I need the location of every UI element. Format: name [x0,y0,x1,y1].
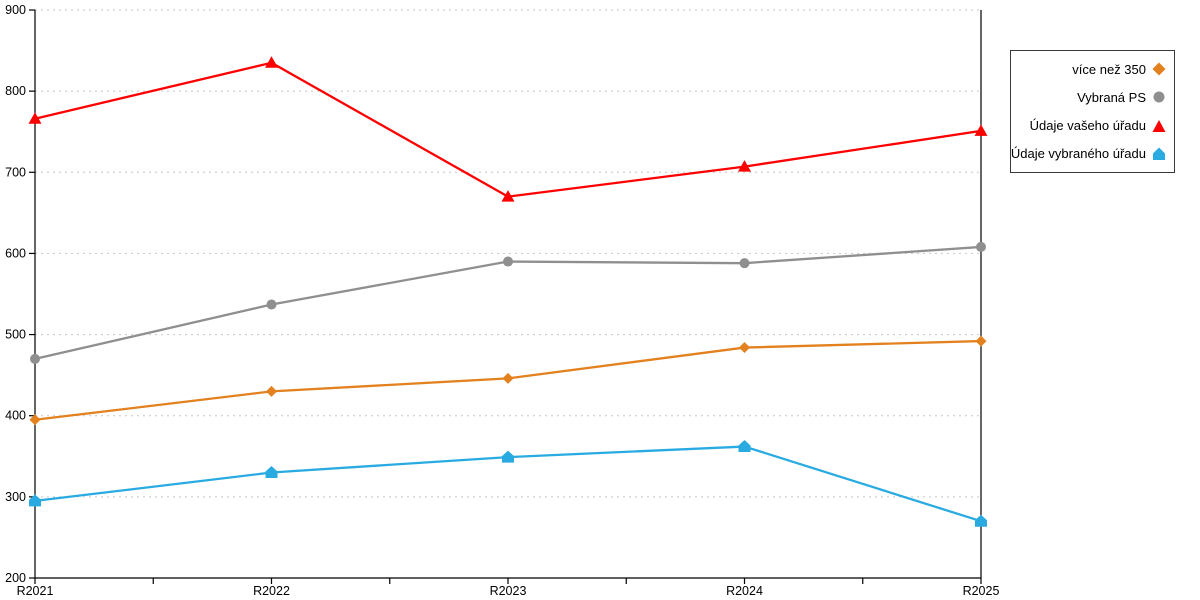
y-tick-label-300: 300 [5,490,26,504]
x-tick-label-R2022: R2022 [253,584,290,598]
legend-row-1: Vybraná PS [1015,90,1166,104]
legend-row-2: Údaje vašeho úřadu [1015,119,1166,133]
legend-row-0: více než 350 [1015,62,1166,76]
legend: více než 350 Vybraná PS Údaje vašeho úřadu… [1010,50,1175,173]
series-2-marker-3 [738,160,751,172]
series-3-marker-1 [265,466,278,479]
series-2-marker-0 [28,112,42,124]
y-tick-label-800: 800 [5,84,26,98]
series-3-marker-4 [975,514,987,527]
x-tick-label-R2023: R2023 [490,584,527,598]
series-3-marker-3 [738,440,751,453]
series-1-marker-3 [739,258,750,269]
legend-label-1: Vybraná PS [1077,89,1146,105]
series-2-marker-2 [501,190,515,202]
pentagon-marker-icon [1152,147,1166,161]
legend-label-3: Údaje vybraného úřadu [1010,146,1146,162]
diamond-marker-icon [1152,62,1166,76]
x-tick-label-R2021: R2021 [17,584,54,598]
series-0-marker-4 [975,335,987,347]
legend-label-2: Údaje vašeho úřadu [1029,118,1146,134]
triangle-marker-icon [1152,119,1166,133]
y-tick-label-500: 500 [5,328,26,342]
y-tick-label-400: 400 [5,409,26,423]
series-1-marker-1 [266,299,277,310]
y-tick-label-200: 200 [5,571,26,585]
series-1-marker-0 [30,353,40,364]
series-1-marker-2 [503,256,513,267]
legend-row-3: Údaje vybraného úřadu [1011,147,1166,161]
series-3-marker-2 [502,450,514,463]
series-3-marker-0 [29,494,41,507]
series-0-marker-2 [502,372,514,384]
series-0-marker-3 [739,342,750,354]
circle-marker-icon [1152,90,1166,104]
legend-label-0: více než 350 [1072,61,1146,77]
series-2-marker-1 [265,56,278,68]
x-tick-label-R2025: R2025 [963,584,1000,598]
series-1-marker-4 [976,241,986,252]
y-tick-label-600: 600 [5,246,26,260]
series-0-marker-1 [266,385,277,397]
series-2-marker-4 [974,124,988,136]
y-tick-label-700: 700 [5,165,26,179]
series-0-marker-0 [29,414,41,426]
series-line-2 [34,61,982,198]
x-tick-label-R2024: R2024 [726,584,763,598]
y-tick-label-900: 900 [5,3,26,17]
